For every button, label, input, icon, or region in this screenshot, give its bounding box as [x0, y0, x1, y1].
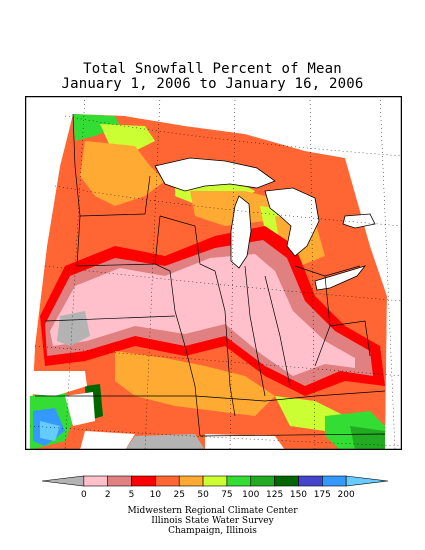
lake-ontario: [342, 213, 376, 229]
color-legend: 0 2 5 10 25 50 75 100 125 150 175 200: [41, 475, 389, 500]
legend-swatch: [83, 475, 108, 487]
legend-tick-label: 0: [81, 490, 87, 500]
legend-swatch: [155, 475, 180, 487]
legend-swatch: [298, 475, 323, 487]
region-pink-core: [50, 254, 355, 376]
legend-tick-label: 125: [266, 490, 283, 500]
legend-tick-label: 2: [105, 490, 111, 500]
legend-tick-label: 100: [242, 490, 259, 500]
legend-swatch: [322, 475, 347, 487]
legend-swatch: [131, 475, 156, 487]
legend-tick-label: 150: [290, 490, 307, 500]
legend-swatch: [178, 475, 204, 487]
legend-swatch: [202, 475, 228, 487]
region-orange-minnesota: [80, 141, 165, 206]
legend-tick-label: 200: [338, 490, 355, 500]
map-frame: [25, 96, 402, 450]
legend-swatch: [345, 475, 389, 487]
lake-michigan: [230, 195, 252, 269]
map-title-line-1: Total Snowfall Percent of Mean: [83, 61, 342, 77]
no-data-northeast: [125, 96, 402, 450]
legend-swatch: [107, 475, 132, 487]
legend-swatch: [226, 475, 252, 487]
map-title-line-2: January 1, 2006 to January 16, 2006: [61, 76, 364, 92]
no-data-northwest: [25, 96, 73, 450]
credit-line-3: Champaign, Illinois: [168, 526, 257, 536]
legend-swatch: [274, 475, 299, 487]
legend-tick-label: 5: [129, 490, 135, 500]
lake-huron: [264, 187, 320, 257]
region-no-data-south-2: [205, 434, 285, 450]
region-light-blue-southwest: [40, 421, 60, 441]
region-gray-south: [125, 434, 205, 450]
credit-line-2: Illinois State Water Survey: [151, 516, 274, 526]
legend-swatch: [41, 475, 85, 487]
region-no-data-southwest-2: [65, 392, 95, 426]
legend-tick-label: 50: [197, 490, 209, 500]
legend-tick-label: 10: [150, 490, 162, 500]
snowfall-map: [25, 96, 402, 450]
region-green-north: [73, 114, 120, 141]
legend-tick-label: 25: [174, 490, 185, 500]
region-no-data-southwest: [30, 371, 87, 396]
legend-tick-label: 75: [221, 490, 232, 500]
legend-tick-label: 175: [314, 490, 331, 500]
credit-line-1: Midwestern Regional Climate Center: [127, 506, 298, 516]
lake-superior: [154, 157, 276, 192]
region-orange-south: [115, 351, 275, 416]
region-medium-green-southeast: [350, 426, 385, 450]
lake-erie: [314, 265, 367, 291]
legend-swatch: [250, 475, 275, 487]
region-no-data-south: [80, 431, 135, 450]
